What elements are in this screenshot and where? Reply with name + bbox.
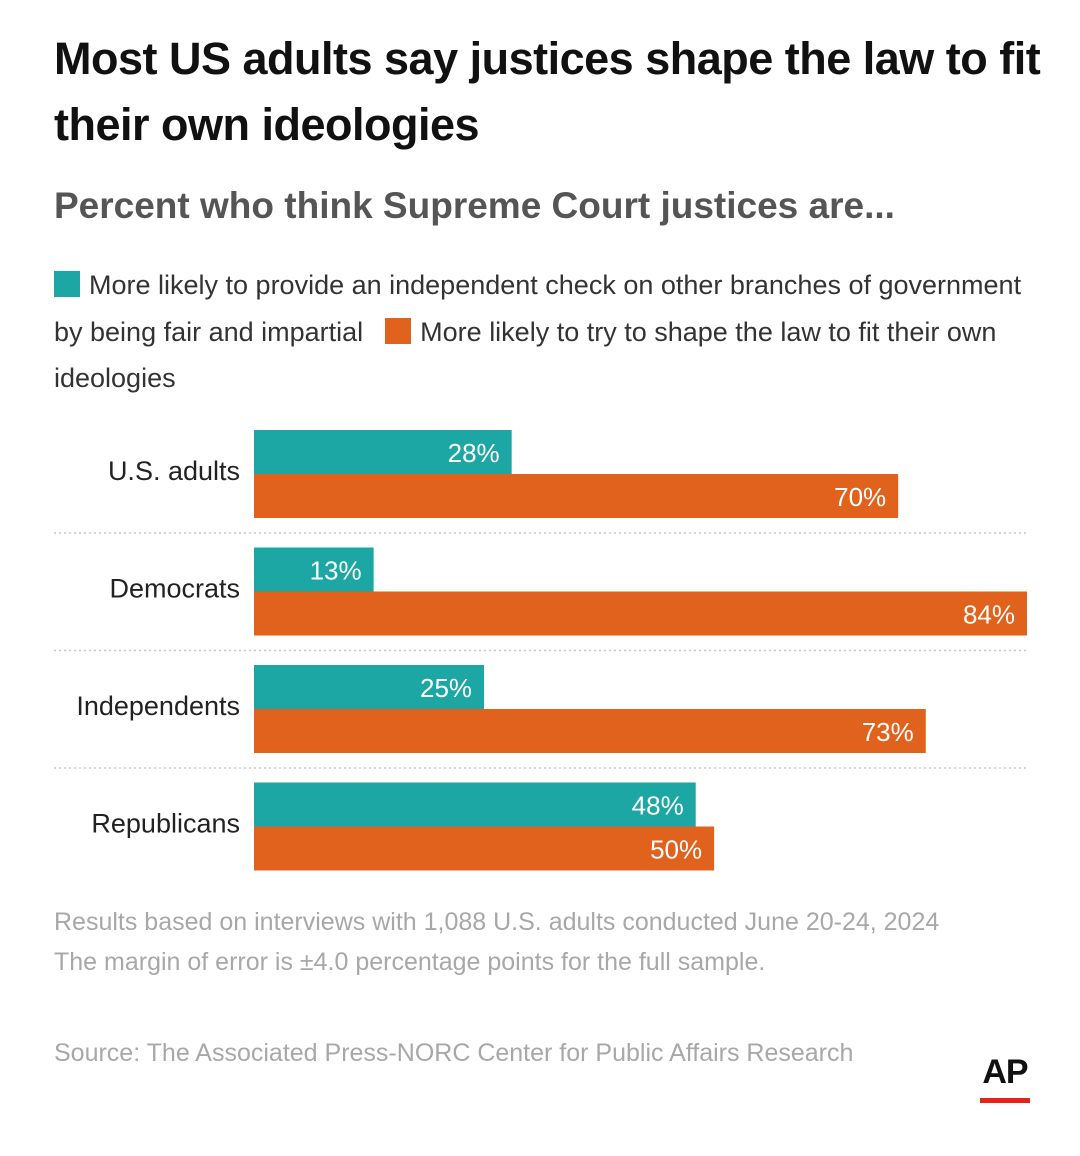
data-label-democrats-series-1: 13% <box>310 556 362 586</box>
legend-label-fair: More likely to provide an independent ch… <box>54 270 1022 347</box>
category-label-u-s-adults: U.S. adults <box>108 456 240 486</box>
data-label-democrats-series-2: 84% <box>963 600 1015 630</box>
data-label-republicans-series-2: 50% <box>650 835 702 865</box>
category-label-republicans: Republicans <box>91 809 240 839</box>
bar-u-s-adults-series-1 <box>254 430 512 474</box>
legend-label-ideology: More likely to try to shape the law to f… <box>54 316 997 394</box>
ap-logo: AP <box>980 1052 1030 1103</box>
bar-republicans-series-1 <box>254 782 696 827</box>
chart-subtitle: Percent who think Supreme Court justices… <box>54 185 895 226</box>
ap-logo-text: AP <box>982 1053 1028 1091</box>
data-label-republicans-series-1: 48% <box>632 791 684 821</box>
legend: More likely to provide an independent ch… <box>54 262 1044 402</box>
data-label-independents-series-2: 73% <box>862 717 914 747</box>
source-note: Source: The Associated Press-NORC Center… <box>54 1039 854 1067</box>
data-label-u-s-adults-series-1: 28% <box>448 438 500 468</box>
data-label-independents-series-1: 25% <box>420 673 472 703</box>
bar-democrats-series-1 <box>254 547 374 592</box>
bar-republicans-series-2 <box>254 826 715 871</box>
category-label-democrats: Democrats <box>109 574 240 604</box>
bar-independents-series-1 <box>254 665 485 709</box>
bar-chart: U.S. adults 28% 70% Democrats 13% 84% Independ… <box>54 430 1027 871</box>
legend-swatch-ideology <box>385 317 412 344</box>
bar-democrats-series-2 <box>254 591 1027 636</box>
legend-item-fair: More likely to provide an independent ch… <box>54 270 1021 347</box>
legend-swatch-fair <box>54 271 80 297</box>
footnote: Results based on interviews with 1,088 U… <box>54 908 940 976</box>
bar-independents-series-2 <box>254 709 926 753</box>
chart-title: Most US adults say justices shape the la… <box>54 33 1041 150</box>
category-label-independents: Independents <box>76 691 240 721</box>
data-label-u-s-adults-series-2: 70% <box>834 482 886 512</box>
bar-u-s-adults-series-2 <box>254 474 899 518</box>
legend-item-ideology: More likely to try to shape the law to f… <box>54 317 996 394</box>
ap-logo-bar <box>980 1098 1030 1103</box>
